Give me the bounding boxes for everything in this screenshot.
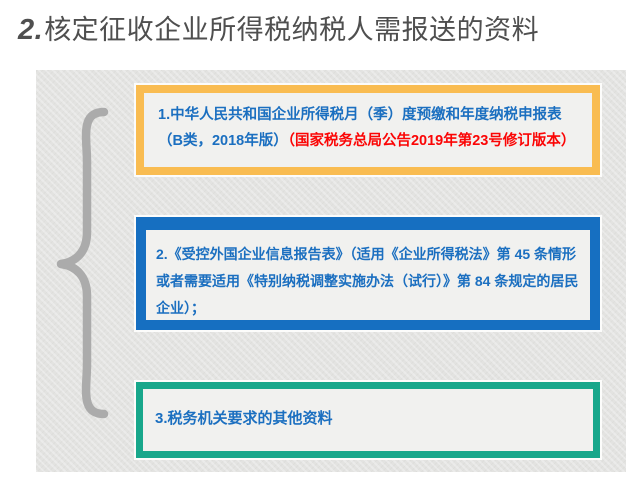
box-text-segment: 3.税务机关要求的其他资料 — [155, 410, 333, 427]
box-text-line: 2.《受控外国企业信息报告表》（适用《企业所得税法》第 45 条情形 — [156, 241, 584, 268]
content-panel: 1.中华人民共和国企业所得税月（季）度预缴和年度纳税申报表 （B类，2018年版… — [36, 70, 626, 472]
info-box-3: 3.税务机关要求的其他资料 — [136, 382, 600, 458]
box-text-segment: （B类，2018年版） — [158, 133, 288, 149]
box-text-line: （B类，2018年版）（国家税务总局公告2019年第23号修订版本） — [158, 128, 580, 154]
curly-brace-icon — [46, 104, 114, 422]
info-box-1: 1.中华人民共和国企业所得税月（季）度预缴和年度纳税申报表 （B类，2018年版… — [136, 85, 600, 175]
box-text-segment: （国家税务总局公告2019年第23号修订版本） — [287, 133, 576, 149]
box-text-line: 1.中华人民共和国企业所得税月（季）度预缴和年度纳税申报表 — [158, 102, 580, 128]
box-text-line: 或者需要适用《特别纳税调整实施办法（试行）》第 84 条规定的居民 — [156, 268, 584, 295]
box-text-segment: 1.中华人民共和国企业所得税月（季）度预缴和年度纳税申报表 — [158, 107, 562, 123]
box-text-segment: 企业）； — [156, 300, 205, 316]
box-text-segment: 或者需要适用《特别纳税调整实施办法（试行）》第 84 条规定的居民 — [156, 273, 579, 289]
box-text-segment: 2.《受控外国企业信息报告表》（适用《企业所得税法》第 45 条情形 — [156, 246, 577, 262]
box-text-line: 3.税务机关要求的其他资料 — [155, 407, 583, 431]
box-text-line: 企业）； — [156, 295, 584, 322]
info-box-2: 2.《受控外国企业信息报告表》（适用《企业所得税法》第 45 条情形 或者需要适… — [136, 217, 600, 330]
slide-title: 2.核定征收企业所得税纳税人需报送的资料 — [18, 8, 539, 47]
slide-title-text: 核定征收企业所得税纳税人需报送的资料 — [44, 15, 540, 45]
slide-title-number: 2. — [18, 14, 44, 46]
